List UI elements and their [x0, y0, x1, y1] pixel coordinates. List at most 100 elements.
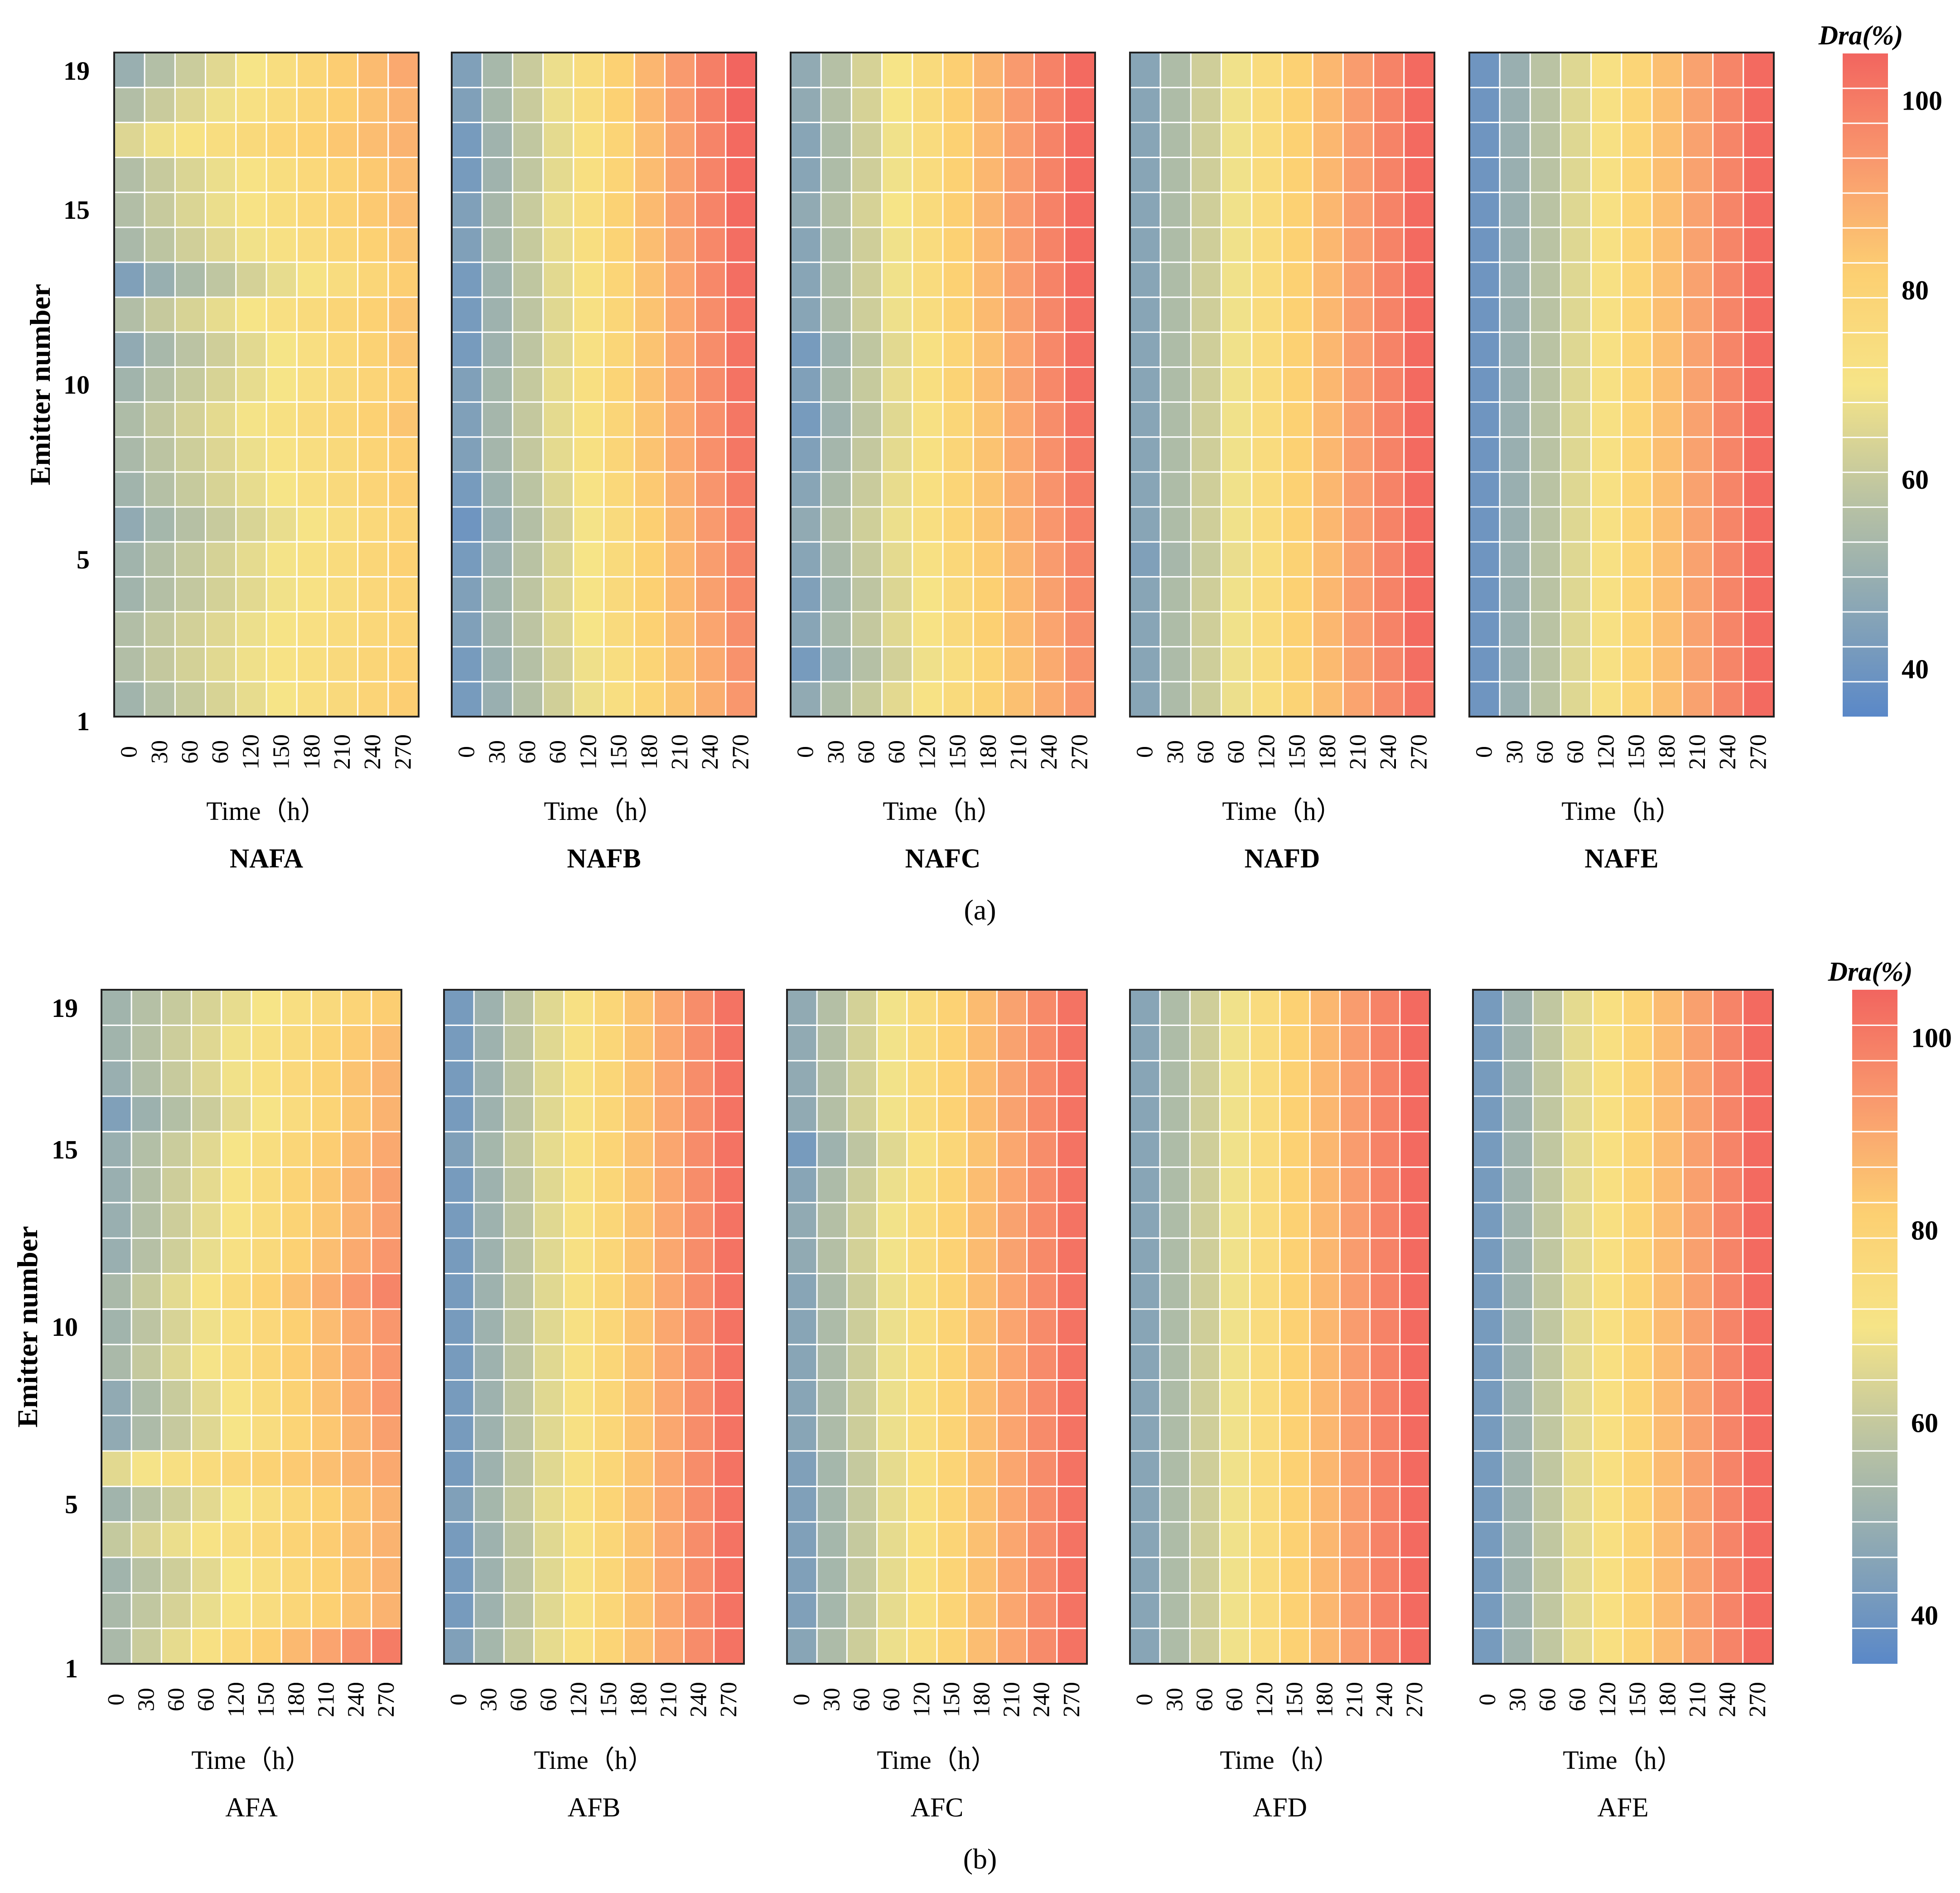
heatmap-cell — [1279, 1450, 1311, 1487]
heatmap-cell — [713, 1379, 745, 1416]
x-tick-label: 240 — [1376, 734, 1401, 770]
heatmap-cell — [113, 646, 145, 683]
heatmap-cell — [101, 1521, 132, 1558]
heatmap-cell — [235, 296, 267, 333]
heatmap-cell — [563, 1450, 595, 1487]
heatmap-cell — [1342, 506, 1375, 543]
heatmap-cell — [1562, 1415, 1594, 1452]
heatmap-cell — [1159, 1237, 1191, 1275]
heatmap-cell — [371, 1450, 402, 1487]
heatmap-cell — [1742, 989, 1774, 1026]
heatmap-cell — [443, 1592, 475, 1629]
heatmap-cell — [1499, 192, 1531, 228]
heatmap-cell — [1472, 1556, 1504, 1594]
heatmap-cell — [221, 1485, 252, 1523]
x-tick-label: 30 — [1163, 740, 1188, 764]
heatmap-cell — [1309, 1379, 1341, 1416]
heatmap-cell — [1342, 331, 1375, 368]
heatmap-cell — [310, 1592, 343, 1629]
heatmap-cell — [251, 1450, 282, 1487]
heatmap-cell — [725, 681, 757, 718]
heatmap-cell — [876, 1556, 908, 1594]
heatmap-cell — [371, 1060, 402, 1097]
heatmap-cell — [1562, 1450, 1594, 1487]
panel-frame — [790, 52, 1096, 718]
heatmap-cell — [881, 611, 913, 648]
heatmap-cell — [1221, 506, 1253, 543]
heatmap-cell — [786, 1060, 818, 1097]
heatmap-cell — [1342, 366, 1375, 403]
heatmap-cell — [1712, 87, 1744, 123]
x-tick-label: 30 — [476, 1688, 502, 1711]
heatmap-cell — [816, 1024, 848, 1062]
heatmap-cell — [1129, 156, 1161, 193]
heatmap-cell — [357, 192, 389, 228]
heatmap-cell — [326, 52, 359, 88]
heatmap-cell — [130, 1628, 162, 1665]
heatmap-cell — [1281, 471, 1313, 508]
heatmap-cell — [1064, 576, 1096, 613]
heatmap-cell — [1129, 1202, 1161, 1239]
heatmap-cell — [481, 121, 513, 158]
heatmap-cell — [996, 1131, 1028, 1168]
heatmap-cell — [251, 1308, 282, 1345]
heatmap-cell — [623, 1095, 655, 1132]
x-tick-label: 150 — [596, 1682, 622, 1717]
heatmap-cell — [1399, 1095, 1431, 1132]
heatmap-cell — [1681, 541, 1714, 578]
heatmap-cell — [160, 1308, 193, 1345]
heatmap-cell — [174, 192, 207, 228]
heatmap-cell — [850, 226, 883, 263]
heatmap-cell — [936, 1166, 968, 1204]
heatmap-cell — [481, 52, 513, 88]
heatmap-cell — [1499, 681, 1531, 718]
heatmap-cell — [725, 52, 757, 88]
heatmap-cell — [1033, 192, 1066, 228]
heatmap-cell — [816, 1450, 848, 1487]
heatmap-cell — [191, 1308, 222, 1345]
heatmap-cell — [1373, 331, 1405, 368]
heatmap-cell — [573, 121, 605, 158]
heatmap-cell — [371, 1095, 402, 1132]
heatmap-cell — [144, 261, 176, 298]
x-tick-label: 60 — [884, 740, 910, 764]
heatmap-cell — [542, 87, 574, 123]
heatmap-cell — [1472, 1592, 1504, 1629]
heatmap-cell — [387, 576, 420, 613]
heatmap-cell — [790, 52, 822, 88]
heatmap-cell — [996, 1237, 1028, 1275]
x-tick-label: 210 — [314, 1682, 339, 1717]
heatmap-cell — [1652, 1379, 1684, 1416]
heatmap-cell — [966, 1273, 998, 1310]
heatmap-cell — [876, 1237, 908, 1275]
heatmap-cell — [533, 1095, 565, 1132]
heatmap-cell — [593, 1592, 625, 1629]
heatmap-cell — [936, 989, 968, 1026]
heatmap-cell — [1339, 1521, 1371, 1558]
heatmap-cell — [563, 1344, 595, 1381]
heatmap-cell — [820, 331, 852, 368]
heatmap-cell — [1590, 471, 1622, 508]
heatmap-cell — [623, 1060, 655, 1097]
heatmap-cell — [1532, 1131, 1564, 1168]
heatmap-cell — [473, 1415, 505, 1452]
heatmap-cell — [1221, 87, 1253, 123]
heatmap-cell — [1651, 401, 1683, 438]
heatmap-cell — [326, 192, 359, 228]
heatmap-cell — [1056, 1202, 1088, 1239]
heatmap-cell — [101, 1415, 132, 1452]
panel-title: AFA — [225, 1792, 278, 1822]
heatmap-cell — [912, 646, 944, 683]
heatmap-cell — [906, 1379, 938, 1416]
heatmap-cell — [130, 1060, 162, 1097]
heatmap-cell — [1742, 1095, 1774, 1132]
heatmap-cell — [850, 611, 883, 648]
heatmap-cell — [1373, 296, 1405, 333]
heatmap-cell — [341, 989, 372, 1026]
heatmap-cell — [1219, 1415, 1251, 1452]
heatmap-cell — [1399, 1379, 1431, 1416]
heatmap-cell — [725, 436, 757, 473]
heatmap-cell — [542, 296, 574, 333]
heatmap-cell — [221, 1556, 252, 1594]
